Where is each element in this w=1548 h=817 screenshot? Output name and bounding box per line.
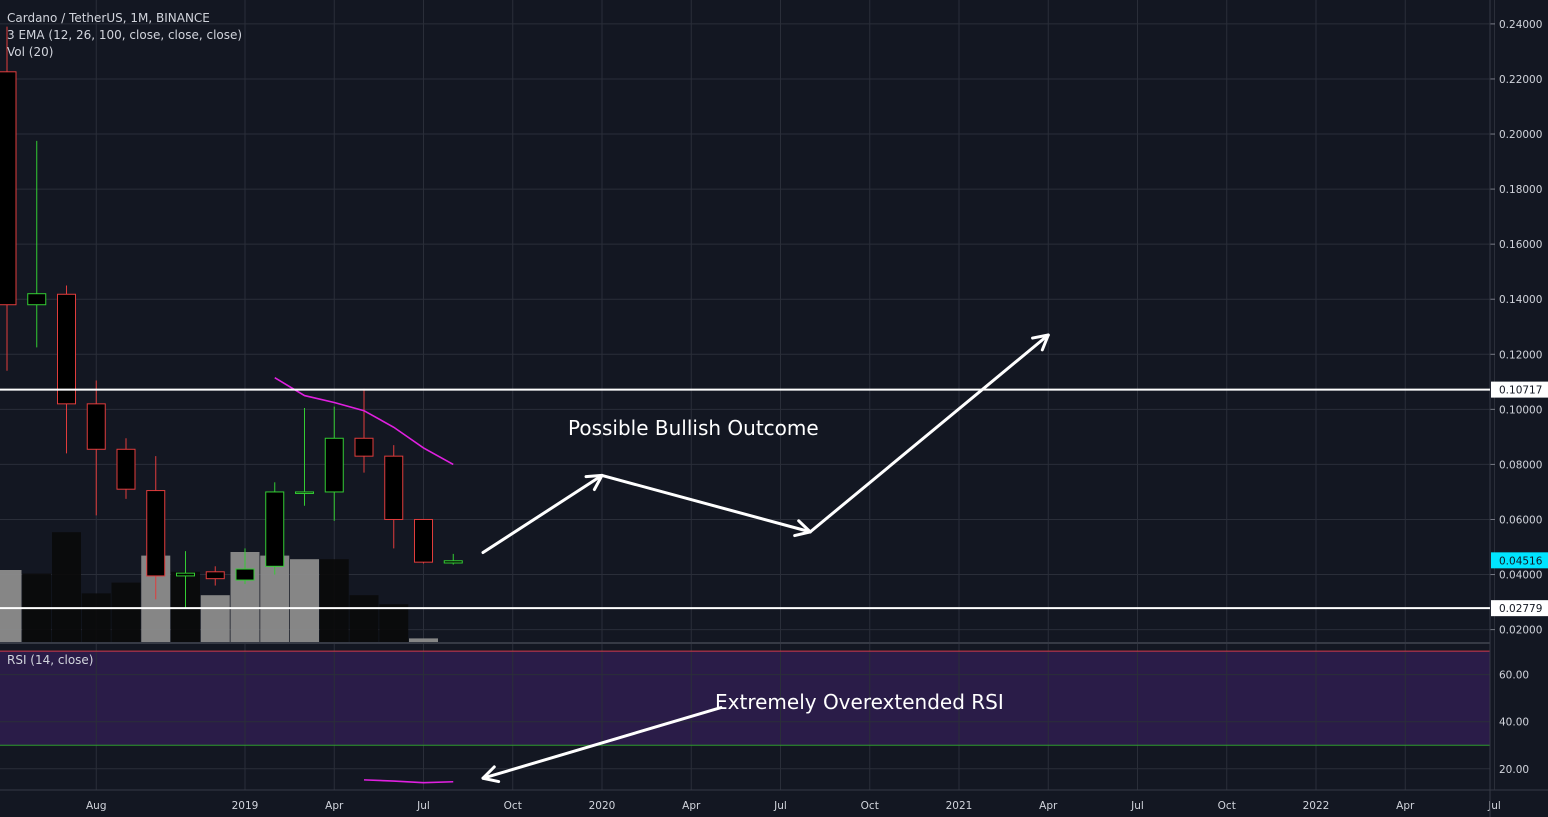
price-tick-label: 0.06000 [1499, 514, 1542, 526]
candle-body [0, 72, 16, 305]
candle-body [28, 294, 46, 305]
candle-body [147, 491, 165, 576]
volume-bar [201, 595, 230, 642]
time-tick-label: Apr [682, 800, 701, 812]
level-label: 0.10717 [1499, 385, 1542, 397]
price-tick-label: 0.14000 [1499, 294, 1542, 306]
volume-bar [290, 559, 319, 642]
time-tick-label: Jul [1487, 800, 1501, 812]
price-tick-label: 0.24000 [1499, 19, 1542, 31]
rsi-tick-label: 20.00 [1499, 764, 1529, 776]
price-tick-label: 0.22000 [1499, 74, 1542, 86]
legend-symbol: Cardano / TetherUS, 1M, BINANCE [7, 10, 210, 26]
legend-ema: 3 EMA (12, 26, 100, close, close, close) [7, 27, 242, 43]
candle-body [117, 449, 135, 489]
candle-body [206, 572, 224, 579]
time-tick-label: 2022 [1303, 800, 1330, 812]
price-tick-label: 0.10000 [1499, 404, 1542, 416]
time-tick-label: 2019 [232, 800, 259, 812]
candle-body [266, 492, 284, 566]
volume-bar [320, 559, 349, 642]
rsi-tick-label: 60.00 [1499, 670, 1529, 682]
time-tick-label: Oct [504, 800, 522, 812]
rsi-annotation: Extremely Overextended RSI [715, 690, 1004, 714]
candle-body [58, 294, 76, 404]
price-tick-label: 0.12000 [1499, 349, 1542, 361]
volume-bar [52, 532, 81, 642]
candle-body [236, 569, 254, 580]
time-tick-label: Jul [416, 800, 430, 812]
legend-volume: Vol (20) [7, 44, 53, 60]
time-tick-label: Apr [1396, 800, 1415, 812]
price-tick-label: 0.18000 [1499, 184, 1542, 196]
rsi-tick-label: 40.00 [1499, 717, 1529, 729]
legend-rsi: RSI (14, close) [7, 652, 93, 668]
volume-bar [112, 583, 141, 642]
bullish-annotation: Possible Bullish Outcome [568, 416, 819, 440]
volume-bar [82, 593, 111, 642]
candle-body [355, 438, 373, 456]
time-tick-label: Aug [86, 800, 107, 812]
price-tick-label: 0.16000 [1499, 239, 1542, 251]
time-tick-label: Apr [325, 800, 344, 812]
time-tick-label: Oct [861, 800, 879, 812]
time-tick-label: Jul [1130, 800, 1144, 812]
price-tick-label: 0.04000 [1499, 570, 1542, 582]
candle-body [296, 492, 314, 494]
level-label: 0.02779 [1499, 603, 1542, 615]
candle-body [87, 404, 105, 449]
volume-bar [379, 604, 408, 642]
time-tick-label: 2020 [589, 800, 616, 812]
volume-bar [350, 595, 379, 642]
candle-body [177, 573, 195, 576]
volume-bar [0, 570, 22, 642]
price-tick-label: 0.08000 [1499, 459, 1542, 471]
time-tick-label: 2021 [946, 800, 973, 812]
price-tick-label: 0.02000 [1499, 625, 1542, 637]
volume-bar [409, 638, 438, 642]
candle-body [325, 438, 343, 492]
time-tick-label: Jul [773, 800, 787, 812]
candle-body [444, 561, 462, 563]
candle-body [415, 519, 433, 562]
time-tick-label: Oct [1218, 800, 1236, 812]
candle-body [385, 456, 403, 519]
time-tick-label: Apr [1039, 800, 1058, 812]
current-price-label: 0.04516 [1499, 555, 1543, 567]
price-tick-label: 0.20000 [1499, 129, 1542, 141]
